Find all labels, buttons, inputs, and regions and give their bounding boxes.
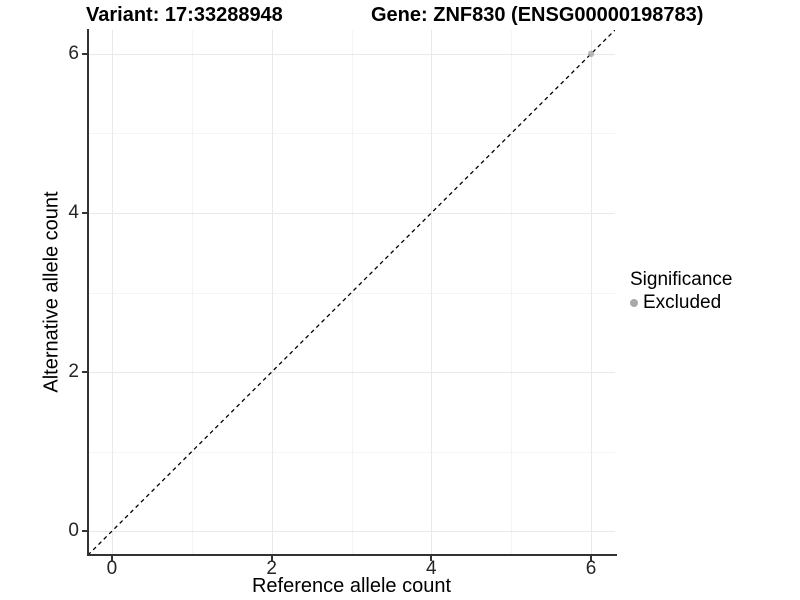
gridline-major-h bbox=[88, 531, 615, 532]
x-tick-label: 6 bbox=[585, 558, 597, 579]
y-tick-mark bbox=[82, 371, 87, 374]
x-tick-label: 2 bbox=[266, 558, 277, 579]
gene-title: Gene: ZNF830 (ENSG00000198783) bbox=[371, 4, 704, 26]
gridline-major-v bbox=[112, 30, 113, 555]
gridline-minor-v bbox=[352, 30, 353, 555]
y-tick-mark bbox=[82, 211, 87, 214]
data-point bbox=[587, 50, 595, 58]
plot-layer bbox=[88, 30, 615, 555]
x-tick-mark bbox=[110, 556, 113, 561]
gridline-major-h bbox=[88, 213, 615, 214]
legend-title: Significance bbox=[630, 269, 733, 290]
identity-line bbox=[88, 30, 615, 555]
gridline-major-v bbox=[591, 30, 592, 555]
legend-dot-icon bbox=[630, 299, 638, 307]
gridline-minor-h bbox=[88, 133, 615, 134]
gridline-major-v bbox=[431, 30, 432, 555]
y-tick-label: 4 bbox=[68, 201, 79, 223]
x-tick-mark bbox=[590, 556, 593, 561]
y-tick-label: 0 bbox=[68, 520, 79, 542]
gridline-minor-h bbox=[88, 293, 615, 294]
y-tick-mark bbox=[82, 530, 87, 533]
gridline-major-h bbox=[88, 372, 615, 373]
y-tick-label: 2 bbox=[68, 361, 79, 383]
x-tick-label: 4 bbox=[426, 558, 437, 579]
gridline-major-h bbox=[88, 54, 615, 55]
legend-item-label: Excluded bbox=[643, 292, 722, 313]
y-axis-line bbox=[87, 29, 89, 556]
x-axis-line bbox=[87, 554, 617, 556]
x-tick-mark bbox=[270, 556, 273, 561]
x-tick-mark bbox=[430, 556, 433, 561]
gridline-minor-v bbox=[511, 30, 512, 555]
y-tick-mark bbox=[82, 52, 87, 55]
legend: Significance Excluded bbox=[630, 269, 732, 314]
y-tick-label: 6 bbox=[68, 42, 79, 64]
plot-panel bbox=[88, 30, 615, 555]
x-axis-title: Reference allele count bbox=[251, 575, 451, 597]
gridline-minor-v bbox=[192, 30, 193, 555]
x-tick-label: 0 bbox=[106, 558, 118, 579]
gridline-major-v bbox=[272, 30, 273, 555]
variant-title: Variant: 17:33288948 bbox=[86, 4, 283, 26]
legend-item-excluded: Excluded bbox=[630, 292, 732, 314]
gridline-minor-h bbox=[88, 452, 615, 453]
